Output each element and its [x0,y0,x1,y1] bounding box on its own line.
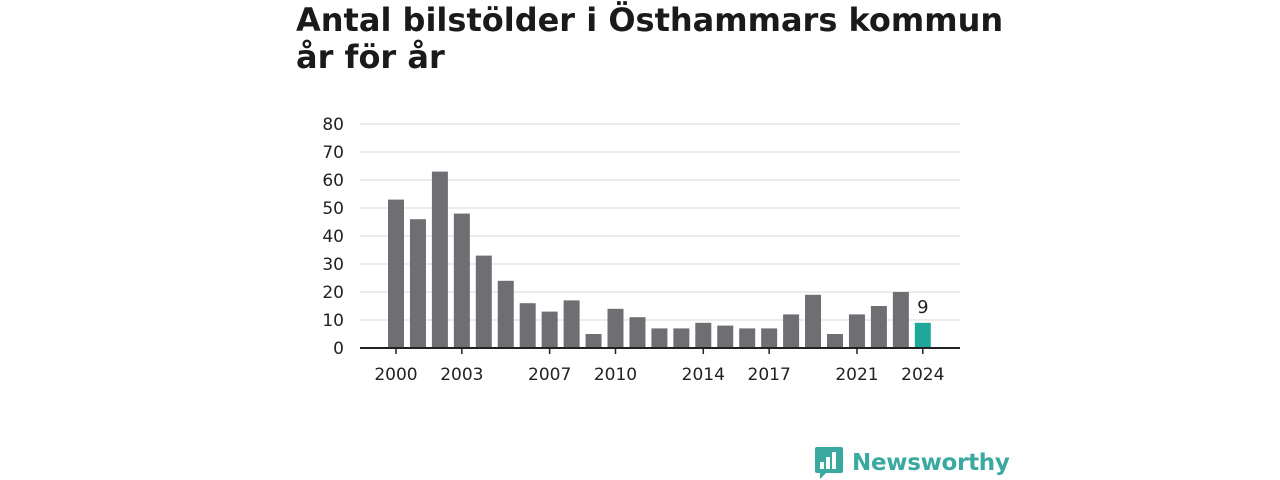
y-tick-label: 60 [322,171,344,191]
x-tick-label: 2007 [528,365,571,385]
bar-2007 [541,311,558,348]
bar-2013 [673,328,690,348]
y-tick-label: 0 [333,339,344,359]
bar-2002 [431,171,448,348]
y-tick-label: 70 [322,143,344,163]
data-labels: 9 [917,297,928,318]
x-tick-label: 2017 [748,365,791,385]
x-axis-ticks: 2000 2003 2007 2010 2014 2017 2021 2024 [374,348,944,385]
bar-2021 [848,314,865,348]
bar-chart-speech-bubble-icon [815,447,843,479]
bar-2022 [870,306,887,348]
x-tick-label: 2010 [594,365,637,385]
bar-2012 [651,328,668,348]
x-tick-label: 2024 [901,365,944,385]
bar-2011 [629,317,646,348]
y-tick-label: 40 [322,227,344,247]
bar-2019 [805,294,822,348]
x-tick-label: 2021 [835,365,878,385]
bar-2009 [585,334,602,348]
y-tick-label: 20 [322,283,344,303]
bar-2014 [695,322,712,348]
bar-2017 [761,328,778,348]
bar-2016 [739,328,756,348]
bar-2020 [827,334,843,348]
bar-2015 [717,325,734,348]
gridlines [360,123,960,321]
bar-2010 [607,308,624,348]
bar-2000 [388,199,404,348]
bar-2006 [519,303,536,348]
y-axis-ticks: 0 10 20 30 40 50 60 70 80 [322,115,344,359]
x-tick-label: 2014 [682,365,725,385]
data-label-2024: 9 [917,297,928,318]
bar-2018 [783,314,800,348]
y-tick-label: 50 [322,199,344,219]
y-tick-label: 80 [322,115,344,135]
bars [388,171,931,348]
x-tick-label: 2000 [374,365,417,385]
chart-title: Antal bilstölder i Östhammars kommun år … [296,1,1004,76]
bar-2024 [914,322,931,348]
bar-2008 [563,300,580,348]
bar-2003 [453,213,470,348]
y-tick-label: 30 [322,255,344,275]
x-tick-label: 2003 [440,365,483,385]
y-tick-label: 10 [322,311,344,331]
bar-2023 [892,292,909,348]
bar-2004 [475,255,492,348]
brand-name: Newsworthy [852,450,1010,476]
brand-logo: Newsworthy [814,446,1010,480]
bar-2001 [409,219,426,348]
bar-2005 [497,280,514,348]
